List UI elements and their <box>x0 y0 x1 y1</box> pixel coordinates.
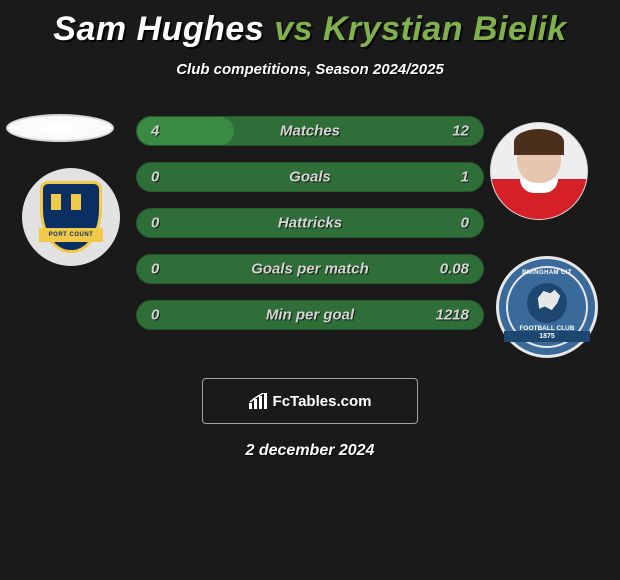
stat-left-value: 0 <box>151 215 159 232</box>
player1-club-crest: PORT COUNT <box>22 168 120 266</box>
footer-logo[interactable]: FcTables.com <box>202 378 418 424</box>
stat-label: Goals per match <box>251 261 369 278</box>
stat-left-value: 0 <box>151 261 159 278</box>
subtitle: Club competitions, Season 2024/2025 <box>176 61 444 78</box>
title-player2: Krystian Bielik <box>323 10 567 48</box>
player2-club-crest: RMINGHAM CIT FOOTBALL CLUB 1875 <box>496 256 598 358</box>
stat-left-value: 0 <box>151 307 159 324</box>
stat-right-value: 1218 <box>436 307 469 324</box>
footer-logo-text: FcTables.com <box>273 393 372 410</box>
crest-band-text: PORT COUNT <box>39 228 103 242</box>
title-player1: Sam Hughes <box>53 10 264 48</box>
crest-shield: PORT COUNT <box>40 181 102 253</box>
stat-bar: 0 Min per goal 1218 <box>136 300 484 330</box>
page-title: Sam Hughes vs Krystian Bielik <box>53 10 566 49</box>
crest-year: 1875 <box>504 331 590 342</box>
chart-icon <box>249 393 269 409</box>
stat-bar: 0 Goals per match 0.08 <box>136 254 484 284</box>
stat-right-value: 12 <box>452 123 469 140</box>
stat-right-value: 0 <box>461 215 469 232</box>
comparison-grid: PORT COUNT 4Matches120Goals10Hattricks00… <box>0 116 620 330</box>
left-column: PORT COUNT <box>0 116 130 330</box>
stat-label: Hattricks <box>278 215 342 232</box>
stat-left-value: 4 <box>151 123 159 140</box>
stat-bar: 0 Hattricks 0 <box>136 208 484 238</box>
stat-bar: 0 Goals 1 <box>136 162 484 192</box>
player2-photo <box>490 122 588 220</box>
date: 2 december 2024 <box>246 442 375 460</box>
stat-left-value: 0 <box>151 169 159 186</box>
crest-top-text: RMINGHAM CIT <box>508 270 586 276</box>
right-column: RMINGHAM CIT FOOTBALL CLUB 1875 <box>490 116 620 330</box>
stat-bars: 4 Matches 12 0 Goals 1 0 Hattricks 0 0 Goals per m… <box>130 116 490 330</box>
player1-photo <box>6 114 114 142</box>
stat-right-value: 1 <box>461 169 469 186</box>
stat-bar: 4 Matches 12 <box>136 116 484 146</box>
stat-label: Matches <box>280 123 340 140</box>
stat-label: Goals <box>289 169 331 186</box>
stat-right-value: 0.08 <box>440 261 469 278</box>
stat-label: Min per goal <box>266 307 354 324</box>
title-vs: vs <box>274 10 313 48</box>
